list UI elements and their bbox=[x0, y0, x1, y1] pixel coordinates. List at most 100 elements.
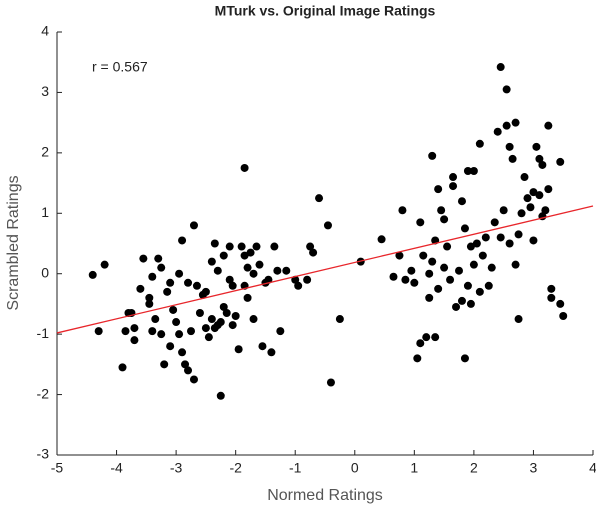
point bbox=[496, 63, 505, 72]
point bbox=[556, 157, 565, 166]
point bbox=[395, 251, 404, 260]
point bbox=[544, 121, 553, 130]
point bbox=[434, 284, 443, 293]
point bbox=[335, 315, 344, 324]
point bbox=[148, 272, 157, 281]
point bbox=[466, 242, 475, 251]
point bbox=[303, 275, 312, 284]
point bbox=[475, 287, 484, 296]
point bbox=[469, 166, 478, 175]
point bbox=[216, 318, 225, 327]
chart-title: MTurk vs. Original Image Ratings bbox=[215, 3, 436, 19]
point bbox=[121, 327, 130, 336]
y-tick-label: 3 bbox=[41, 83, 49, 99]
point bbox=[431, 333, 440, 342]
point bbox=[136, 284, 145, 293]
point bbox=[559, 312, 568, 321]
point bbox=[544, 185, 553, 194]
point bbox=[472, 239, 481, 248]
point bbox=[446, 275, 455, 284]
point bbox=[213, 266, 222, 275]
point bbox=[282, 266, 291, 275]
point bbox=[326, 378, 335, 387]
point bbox=[309, 248, 318, 257]
point bbox=[267, 348, 276, 357]
y-tick-label: 2 bbox=[41, 144, 49, 160]
y-tick-label: 1 bbox=[41, 204, 49, 220]
point bbox=[207, 257, 216, 266]
point bbox=[452, 302, 461, 311]
point bbox=[187, 327, 195, 336]
point bbox=[514, 315, 523, 324]
point bbox=[291, 275, 300, 284]
point bbox=[237, 242, 246, 251]
point bbox=[526, 203, 535, 212]
point bbox=[240, 163, 249, 172]
point bbox=[505, 142, 514, 151]
x-tick-label: -1 bbox=[289, 460, 302, 476]
fit-line bbox=[56, 205, 594, 334]
point bbox=[413, 354, 422, 363]
x-tick-label: 4 bbox=[589, 460, 596, 476]
point bbox=[157, 330, 166, 339]
point bbox=[175, 330, 184, 339]
point bbox=[419, 251, 428, 260]
point bbox=[523, 194, 532, 203]
point bbox=[547, 293, 556, 302]
point bbox=[225, 275, 234, 284]
point bbox=[511, 118, 520, 127]
point bbox=[463, 166, 472, 175]
point bbox=[148, 327, 157, 336]
y-tick-label: -3 bbox=[37, 446, 50, 462]
point bbox=[437, 206, 446, 215]
point bbox=[195, 308, 204, 317]
point bbox=[145, 293, 154, 302]
y-tick-label: -2 bbox=[37, 385, 50, 401]
point bbox=[201, 324, 210, 333]
point bbox=[178, 236, 187, 245]
point bbox=[145, 299, 154, 308]
point bbox=[100, 260, 109, 269]
point bbox=[160, 360, 169, 369]
point bbox=[529, 188, 538, 197]
x-tick-label: -3 bbox=[170, 460, 183, 476]
point bbox=[502, 85, 511, 94]
point bbox=[481, 233, 490, 242]
point bbox=[505, 239, 514, 248]
point bbox=[201, 287, 210, 296]
point bbox=[118, 363, 127, 372]
point bbox=[541, 206, 550, 215]
point bbox=[157, 263, 166, 272]
point bbox=[484, 281, 493, 290]
point bbox=[189, 221, 198, 230]
point bbox=[535, 191, 544, 200]
point bbox=[252, 242, 261, 251]
point bbox=[502, 121, 511, 130]
point bbox=[520, 173, 529, 182]
point bbox=[88, 270, 97, 279]
point bbox=[139, 254, 148, 263]
point bbox=[457, 197, 466, 206]
point bbox=[490, 218, 499, 227]
point bbox=[219, 251, 228, 260]
point bbox=[184, 366, 193, 375]
point bbox=[323, 221, 332, 230]
x-tick-label: 3 bbox=[530, 460, 538, 476]
point bbox=[222, 308, 231, 317]
point bbox=[178, 348, 187, 357]
point bbox=[270, 242, 279, 251]
point bbox=[181, 360, 190, 369]
point bbox=[463, 281, 472, 290]
point bbox=[440, 263, 449, 272]
point bbox=[189, 375, 198, 384]
point bbox=[389, 272, 398, 281]
point bbox=[130, 324, 139, 333]
point bbox=[556, 299, 565, 308]
point bbox=[529, 236, 538, 245]
point bbox=[249, 269, 258, 278]
point bbox=[258, 342, 267, 351]
point bbox=[172, 318, 181, 327]
point bbox=[94, 327, 103, 336]
point bbox=[455, 266, 463, 275]
x-tick-label: -4 bbox=[110, 460, 123, 476]
